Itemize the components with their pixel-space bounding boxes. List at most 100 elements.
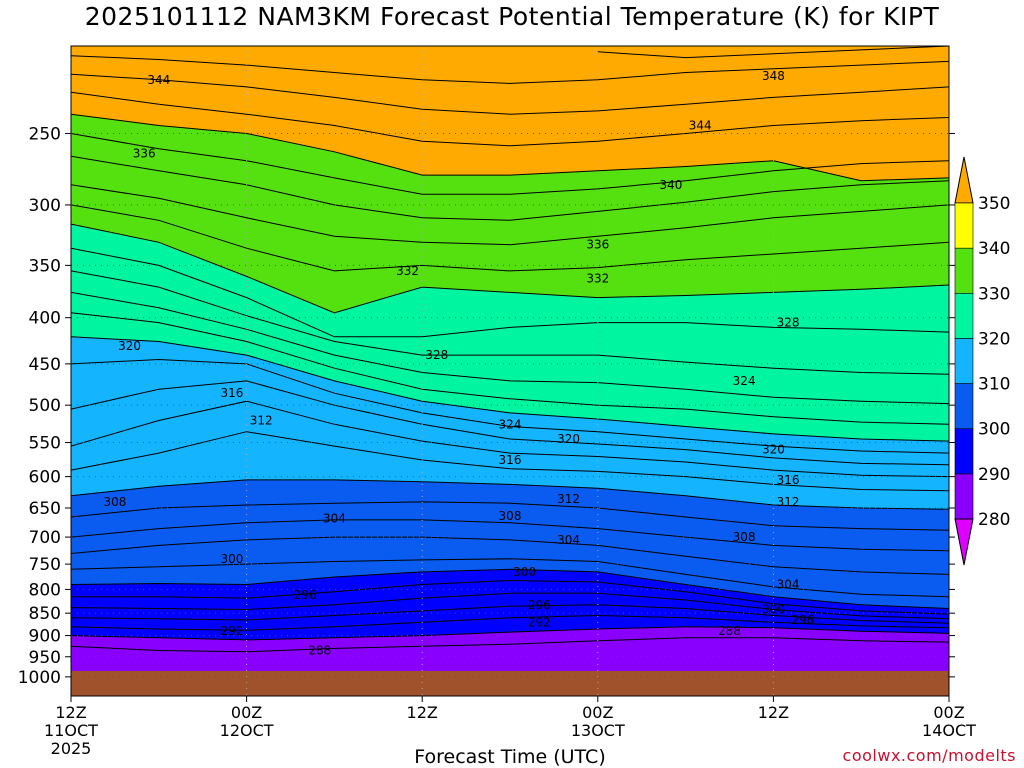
x-tick-label-48: 12Z xyxy=(758,703,789,722)
contour-label-340: 340 xyxy=(660,178,683,192)
colorbar-arrow-bottom xyxy=(954,518,974,566)
y-tick-label-400: 400 xyxy=(29,309,61,329)
isentrope-310 xyxy=(71,479,949,510)
contour-label-324: 324 xyxy=(733,374,756,388)
y-tick-label-800: 800 xyxy=(29,580,61,600)
contour-label-304: 304 xyxy=(777,577,800,591)
isentrope-332 xyxy=(71,204,949,272)
isentrope-312 xyxy=(71,431,949,492)
isentrope-290 xyxy=(71,626,949,641)
isentrope-328 xyxy=(71,247,949,338)
isentrope-342 xyxy=(71,91,949,147)
y-tick-label-500: 500 xyxy=(29,396,61,416)
isentrope-330 xyxy=(71,223,949,314)
ground xyxy=(71,670,949,696)
colorbar-segment-300 xyxy=(954,383,974,430)
contour-label-332: 332 xyxy=(396,264,419,278)
isentrope-296 xyxy=(71,592,949,620)
x-axis-label: Forecast Time (UTC) xyxy=(414,746,606,768)
y-tick-label-700: 700 xyxy=(29,528,61,548)
contour-label-320: 320 xyxy=(118,339,141,353)
isentrope-298 xyxy=(71,579,949,615)
colorbar-segment-290 xyxy=(954,428,974,475)
colorbar-arrow-top xyxy=(954,156,974,204)
isentrope-348 xyxy=(597,46,949,59)
contour-label-320: 320 xyxy=(557,432,580,446)
y-tick-label-650: 650 xyxy=(29,499,61,519)
isentrope-344 xyxy=(71,73,949,115)
contour-label-324: 324 xyxy=(499,417,522,431)
plot-frame xyxy=(70,45,950,697)
colorbar-segment-340 xyxy=(954,202,974,249)
contour-label-296: 296 xyxy=(791,613,814,627)
contour-label-316: 316 xyxy=(777,473,800,487)
contour-label-304: 304 xyxy=(323,512,346,526)
colorbar-label-300: 300 xyxy=(978,420,1010,440)
y-tick-label-950: 950 xyxy=(29,648,61,668)
isentrope-326 xyxy=(71,270,949,375)
contour-label-348: 348 xyxy=(762,69,785,83)
isentrope-324 xyxy=(71,291,949,405)
colorbar-label-290: 290 xyxy=(978,465,1010,485)
y-tick-label-450: 450 xyxy=(29,355,61,375)
x-tick-label-36: 00Z xyxy=(582,703,613,722)
contour-label-292: 292 xyxy=(528,615,551,629)
isentrope-316 xyxy=(71,380,949,466)
x-tick-label-24: 12Z xyxy=(407,703,438,722)
y-tick-label-600: 600 xyxy=(29,468,61,488)
contour-label-308: 308 xyxy=(103,495,126,509)
colorbar-segment-280 xyxy=(954,473,974,520)
isentrope-306 xyxy=(71,519,949,552)
plot-area: 344 348 336 344 340 336 332 332 328 320 328 316 324 3… xyxy=(71,46,949,696)
colorbar-label-350: 350 xyxy=(978,194,1010,214)
y-tick-label-850: 850 xyxy=(29,604,61,624)
isentrope-334 xyxy=(71,184,949,246)
isentrope-292 xyxy=(71,614,949,631)
isentrope-338 xyxy=(71,133,949,195)
contour-label-300: 300 xyxy=(513,565,536,579)
contour-label-328: 328 xyxy=(777,316,800,330)
band-above-348 xyxy=(597,46,949,58)
x-tick-date-60: 14OCT xyxy=(922,721,976,740)
contour-label-312: 312 xyxy=(557,492,580,506)
x-tick-date-0: 11OCT xyxy=(44,721,98,740)
colorbar-label-330: 330 xyxy=(978,284,1010,304)
x-tick-label-60: 00Z xyxy=(933,703,964,722)
contour-label-332: 332 xyxy=(586,272,609,286)
y-tick-label-250: 250 xyxy=(29,124,61,144)
contour-label-344: 344 xyxy=(147,73,170,87)
contour-label-344: 344 xyxy=(689,119,712,133)
contour-label-336: 336 xyxy=(133,146,156,160)
contour-label-312: 312 xyxy=(777,495,800,509)
contour-label-320: 320 xyxy=(762,443,785,457)
x-tick-year-0: 2025 xyxy=(51,739,92,758)
isentrope-304 xyxy=(71,536,949,575)
credit-text: coolwx.com/modelts xyxy=(842,746,1016,765)
axes: 250 300 350 400 450 500 550 600 650 700 750 800 850 9… xyxy=(18,45,976,758)
contour-label-316: 316 xyxy=(499,453,522,467)
isentrope-294 xyxy=(71,604,949,624)
contour-label-288: 288 xyxy=(308,644,331,658)
contour-label-300: 300 xyxy=(221,552,244,566)
colorbar-segment-330 xyxy=(954,247,974,294)
contour-label-328: 328 xyxy=(425,348,448,362)
colorbar-label-280: 280 xyxy=(978,510,1010,530)
contour-label-312: 312 xyxy=(250,414,273,428)
isentrope-288 xyxy=(71,637,949,653)
colorbar-segment-320 xyxy=(954,292,974,339)
colorbar: 280 290 300 310 320 330 340 350 xyxy=(954,156,1010,566)
colorbar-segment-310 xyxy=(954,338,974,384)
isentrope-308 xyxy=(71,501,949,531)
y-tick-label-1000: 1000 xyxy=(18,668,61,688)
isentrope-302 xyxy=(71,558,949,598)
isentrope-346 xyxy=(71,55,949,84)
isentrope-340 xyxy=(71,113,949,182)
contour-label-300: 300 xyxy=(762,602,785,616)
contour-label-308: 308 xyxy=(499,509,522,523)
x-tick-date-36: 13OCT xyxy=(571,721,625,740)
colorbar-label-320: 320 xyxy=(978,329,1010,349)
isentrope-320 xyxy=(71,336,949,442)
x-tick-date-12: 12OCT xyxy=(220,721,274,740)
x-tick-label-12: 00Z xyxy=(231,703,262,722)
